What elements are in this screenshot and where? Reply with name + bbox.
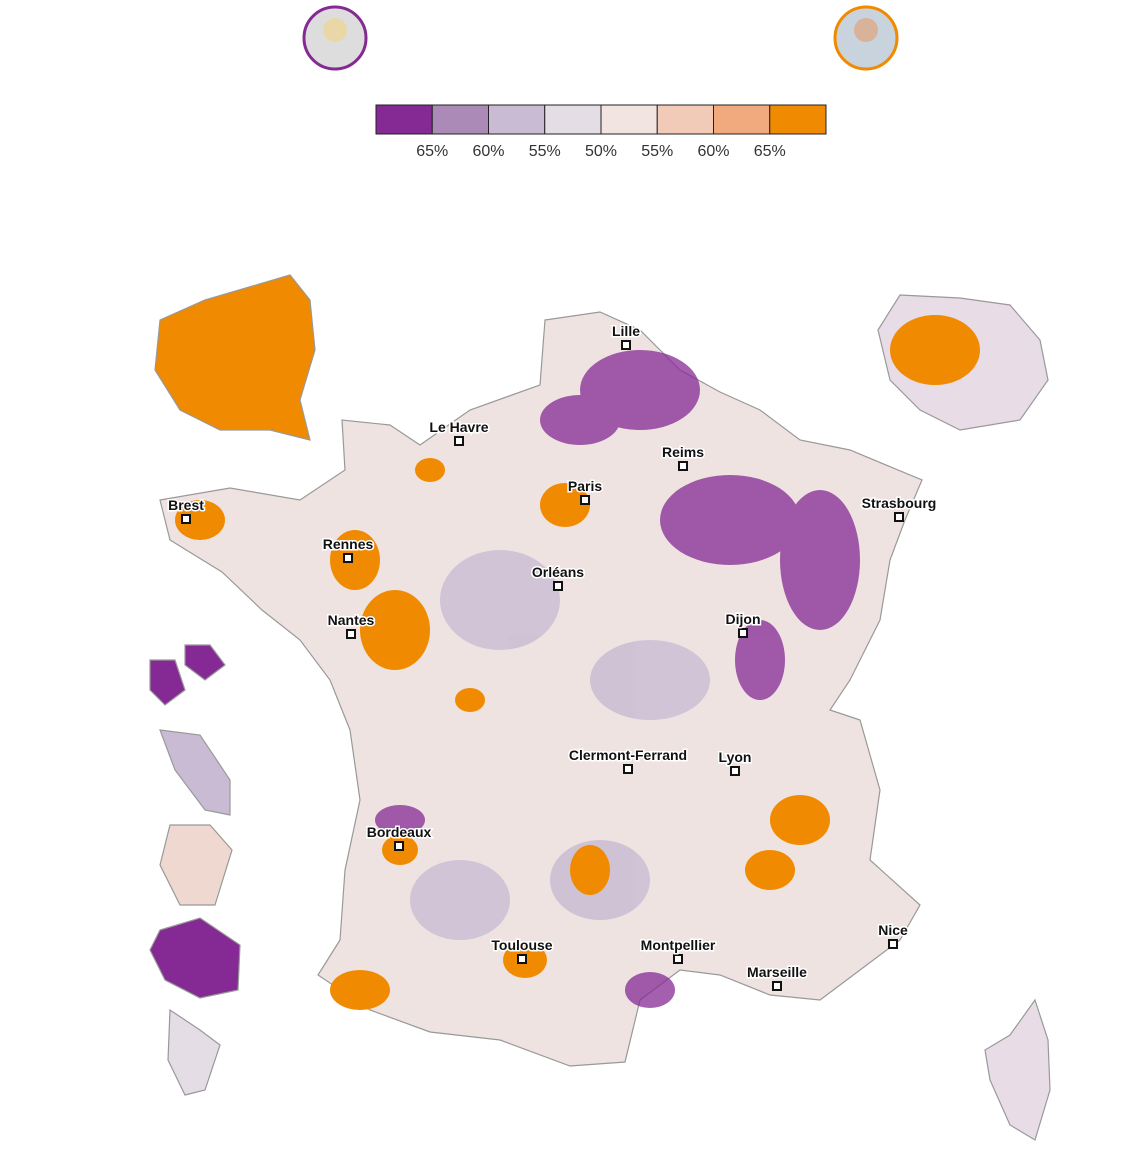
city-marker: [181, 514, 191, 524]
legend-swatch: [713, 104, 771, 135]
inset-paris: [154, 274, 316, 441]
city-label: Reims: [662, 444, 704, 460]
legend-label: 50%: [585, 143, 617, 160]
city-label: Nantes: [328, 612, 375, 628]
city-marker: [346, 629, 356, 639]
legend-label: 55%: [641, 143, 673, 160]
city-label: Clermont-Ferrand: [569, 747, 687, 763]
city-label: Marseille: [747, 964, 807, 980]
city-marker: [343, 553, 353, 563]
city-marker: [517, 954, 527, 964]
orange-areas: [175, 458, 830, 1010]
city-marker: [454, 436, 464, 446]
corsica: [984, 998, 1051, 1141]
legend-label: 60%: [472, 143, 504, 160]
city-label: Bordeaux: [367, 824, 432, 840]
legend-swatch: [769, 104, 827, 135]
city-label: Montpellier: [641, 937, 716, 953]
city-marker: [673, 954, 683, 964]
city-label: Toulouse: [491, 937, 552, 953]
city-label: Nice: [878, 922, 908, 938]
legend-label: 55%: [529, 143, 561, 160]
legend-swatch: [488, 104, 546, 135]
legend-swatch: [600, 104, 658, 135]
city-label: Paris: [568, 478, 602, 494]
avatar-face: [323, 18, 347, 42]
avatar-face: [854, 18, 878, 42]
candidates: [302, 5, 899, 71]
legend-label: 65%: [754, 143, 786, 160]
city-marker: [730, 766, 740, 776]
cities: Lille Le Havre Reims Paris Brest Strasbourg Re…: [167, 322, 938, 991]
legend-label: 60%: [697, 143, 729, 160]
city-marker: [580, 495, 590, 505]
city-marker: [678, 461, 688, 471]
legend-swatch: [656, 104, 714, 135]
city-label: Orléans: [532, 564, 584, 580]
city-marker: [623, 764, 633, 774]
city-marker: [394, 841, 404, 851]
city-marker: [888, 939, 898, 949]
city-label: Rennes: [323, 536, 374, 552]
legend: 65% 60% 55% 50% 55% 60% 65%: [375, 104, 827, 160]
city-marker: [772, 981, 782, 991]
city-label: Dijon: [726, 611, 761, 627]
overseas: [149, 644, 241, 1096]
city-marker: [553, 581, 563, 591]
city-label: Strasbourg: [862, 495, 937, 511]
city-label: Le Havre: [429, 419, 488, 435]
purple-areas: [375, 350, 860, 1008]
map: [149, 274, 1051, 1141]
city-marker: [621, 340, 631, 350]
legend-label: 65%: [416, 143, 448, 160]
light-purple-areas: [410, 550, 710, 940]
legend-swatch: [431, 104, 489, 135]
city-label: Lille: [612, 323, 640, 339]
city-marker: [894, 512, 904, 522]
legend-swatch: [544, 104, 602, 135]
legend-swatch: [375, 104, 433, 135]
city-label: Brest: [168, 497, 204, 513]
city-label: Lyon: [719, 749, 752, 765]
inset-orange: [890, 315, 980, 385]
city-marker: [738, 628, 748, 638]
